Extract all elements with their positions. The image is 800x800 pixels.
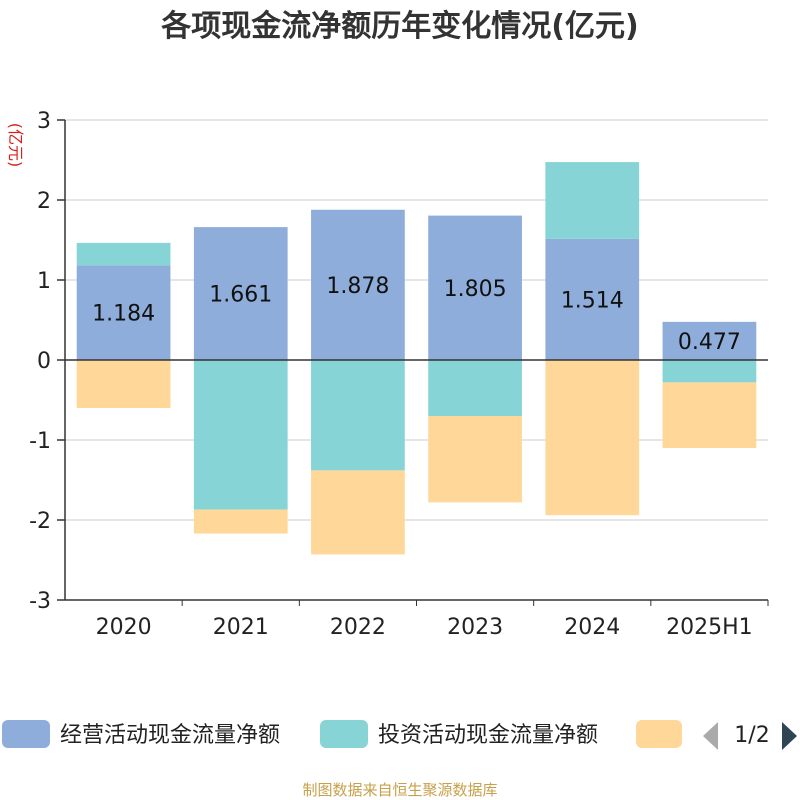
y-tick-label: -2 [29,509,51,534]
data-label: 1.805 [444,277,507,302]
legend-prev-page-icon[interactable] [703,722,718,750]
bar-segment[interactable] [76,360,171,408]
legend-label-operating: 经营活动现金流量净额 [60,723,280,748]
x-tick-label: 2025H1 [666,615,753,640]
bar-segment[interactable] [545,360,640,516]
legend-next-page-icon[interactable] [782,722,797,750]
data-label: 1.514 [561,288,624,313]
legend: 经营活动现金流量净额 投资活动现金流量净额 1/2 [2,720,797,750]
bar-segment[interactable] [76,265,171,360]
data-label: 1.878 [326,274,389,299]
legend-swatch-financing [636,720,682,748]
bars [76,162,757,555]
y-tick-label: -3 [29,589,51,614]
y-tick-label: 0 [37,349,51,374]
source-note: 制图数据来自恒生聚源数据库 [302,781,497,799]
legend-item-investing[interactable]: 投资活动现金流量净额 [320,720,598,748]
bar-segment[interactable] [428,360,522,416]
y-tick-label: 3 [37,109,51,134]
x-tick-label: 2021 [213,615,269,640]
legend-item-operating[interactable]: 经营活动现金流量净额 [2,720,280,748]
x-tick-label: 2020 [96,615,152,640]
chart-title: 各项现金流净额历年变化情况(亿元) [160,9,638,44]
bar-segment[interactable] [428,215,522,360]
data-label: 1.184 [92,302,155,327]
bar-segment[interactable] [311,470,405,555]
axes: -3 -2 -1 0 1 2 3 2020 2021 2022 2023 2024 2025H1 [29,109,769,640]
data-labels: 1.184 1.661 1.878 1.805 1.514 0.477 [92,274,741,355]
x-tick-label: 2024 [564,615,620,640]
y-tick-label: -1 [29,429,51,454]
legend-label-investing: 投资活动现金流量净额 [378,723,598,748]
bar-segment[interactable] [428,416,522,503]
legend-page-indicator: 1/2 [734,723,769,748]
bar-segment[interactable] [193,227,288,360]
bar-segment[interactable] [76,242,171,266]
x-tick-label: 2023 [447,615,503,640]
bar-segment[interactable] [545,238,640,360]
bar-segment[interactable] [193,360,288,510]
y-tick-label: 1 [37,269,51,294]
bar-segment[interactable] [193,509,288,534]
x-tick-label: 2022 [330,615,386,640]
y-axis-unit: (亿元) [6,123,25,168]
y-tick-label: 2 [37,189,51,214]
data-label: 1.661 [209,283,272,308]
data-label: 0.477 [678,330,741,355]
legend-swatch-operating [2,720,50,748]
legend-item-financing[interactable] [636,720,682,748]
bar-segment[interactable] [662,382,757,448]
bar-segment[interactable] [311,209,405,360]
bar-segment[interactable] [662,360,757,383]
bar-segment[interactable] [662,321,757,360]
bar-segment[interactable] [311,360,405,471]
legend-swatch-investing [320,720,368,748]
bar-segment[interactable] [545,162,640,239]
